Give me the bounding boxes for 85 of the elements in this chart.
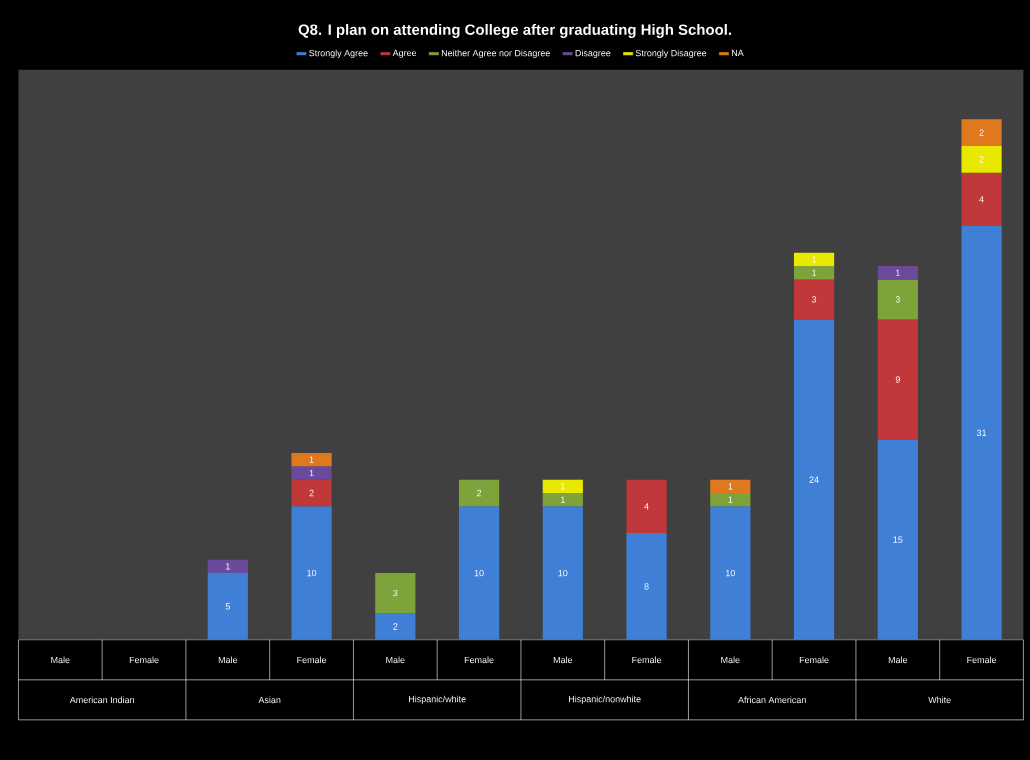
bar [458,479,500,507]
bar [542,479,583,493]
data-label: 9 [895,376,900,383]
data-label: 2 [477,489,482,497]
bar [961,226,1002,640]
bar [710,479,751,493]
data-label: 24 [809,476,819,483]
legend-label: NA [731,49,744,56]
data-label: 1 [309,469,314,477]
x-tick-label: Male [51,656,70,664]
data-label: 10 [558,569,568,577]
x-tick-label: Female [464,656,494,664]
data-label: 4 [979,196,984,203]
x-tick-label: Male [386,656,405,664]
bar [710,493,751,507]
bar [793,279,835,320]
chart-title: Q8. I plan on attending College after graduating High School. [298,23,731,38]
bar [542,506,583,640]
x-tick-label: Male [553,656,573,664]
x-tick-label: Female [297,656,327,664]
x-tick-label: Male [721,656,740,664]
text: American Indian [69,696,134,704]
bar [291,452,332,467]
bar [877,279,918,320]
bar [877,319,918,440]
text: Asian [258,696,281,704]
bar [793,252,835,267]
legend-label: Strongly Disagree [635,49,707,59]
legend-label: Neither Agree nor Disagree [441,49,550,59]
bar [291,479,332,507]
data-label: 5 [225,603,230,610]
data-label: 1 [561,483,565,490]
text: Hispanic/nonwhite [569,695,641,705]
legend-label: Strongly Agree [309,49,368,59]
x-tick-label: Male [888,656,908,664]
data-label: 2 [979,129,984,136]
x-tick-label: Female [799,656,829,664]
bar [207,573,248,640]
legend-label: Agree [392,49,417,58]
data-label: 1 [561,496,565,503]
data-label: 2 [309,489,314,497]
bar [458,506,500,640]
bar [961,145,1002,173]
bar [375,573,416,614]
bar [961,119,1002,146]
data-label: 1 [812,256,817,263]
bar [542,493,583,507]
data-label: 2 [979,156,984,163]
data-label: 1 [812,269,817,276]
x-tick-label: Female [129,656,159,664]
data-label: 1 [728,483,733,490]
x-tick-label: Male [218,656,238,664]
text: African American [738,696,806,704]
bar [710,506,751,640]
bar [793,266,835,280]
data-label: 4 [644,503,649,510]
bar [793,319,835,640]
data-label: 15 [893,536,903,543]
bar [877,439,918,640]
legend-label: Disagree [575,49,611,59]
data-label: 1 [728,496,733,503]
data-label: 3 [811,296,817,303]
bar [626,479,667,534]
data-label: 2 [393,623,398,630]
bar [877,266,918,280]
bar [291,466,332,480]
data-label: 10 [474,569,484,577]
data-label: 3 [393,589,398,597]
data-label: 1 [309,456,314,463]
data-label: 8 [644,583,649,590]
data-label: 10 [307,569,317,577]
data-label: 10 [726,569,735,577]
x-tick-label: Female [632,656,662,664]
bar [626,533,667,640]
text: Hispanic/white [409,695,466,705]
bar [375,613,416,640]
bar [207,559,248,574]
data-label: 1 [226,563,230,570]
data-label: 3 [895,296,900,303]
text: White [928,696,951,704]
bar [961,172,1002,227]
bar [291,506,332,640]
x-tick-label: Female [967,656,997,664]
data-label: 1 [896,269,900,276]
data-label: 31 [976,429,987,437]
